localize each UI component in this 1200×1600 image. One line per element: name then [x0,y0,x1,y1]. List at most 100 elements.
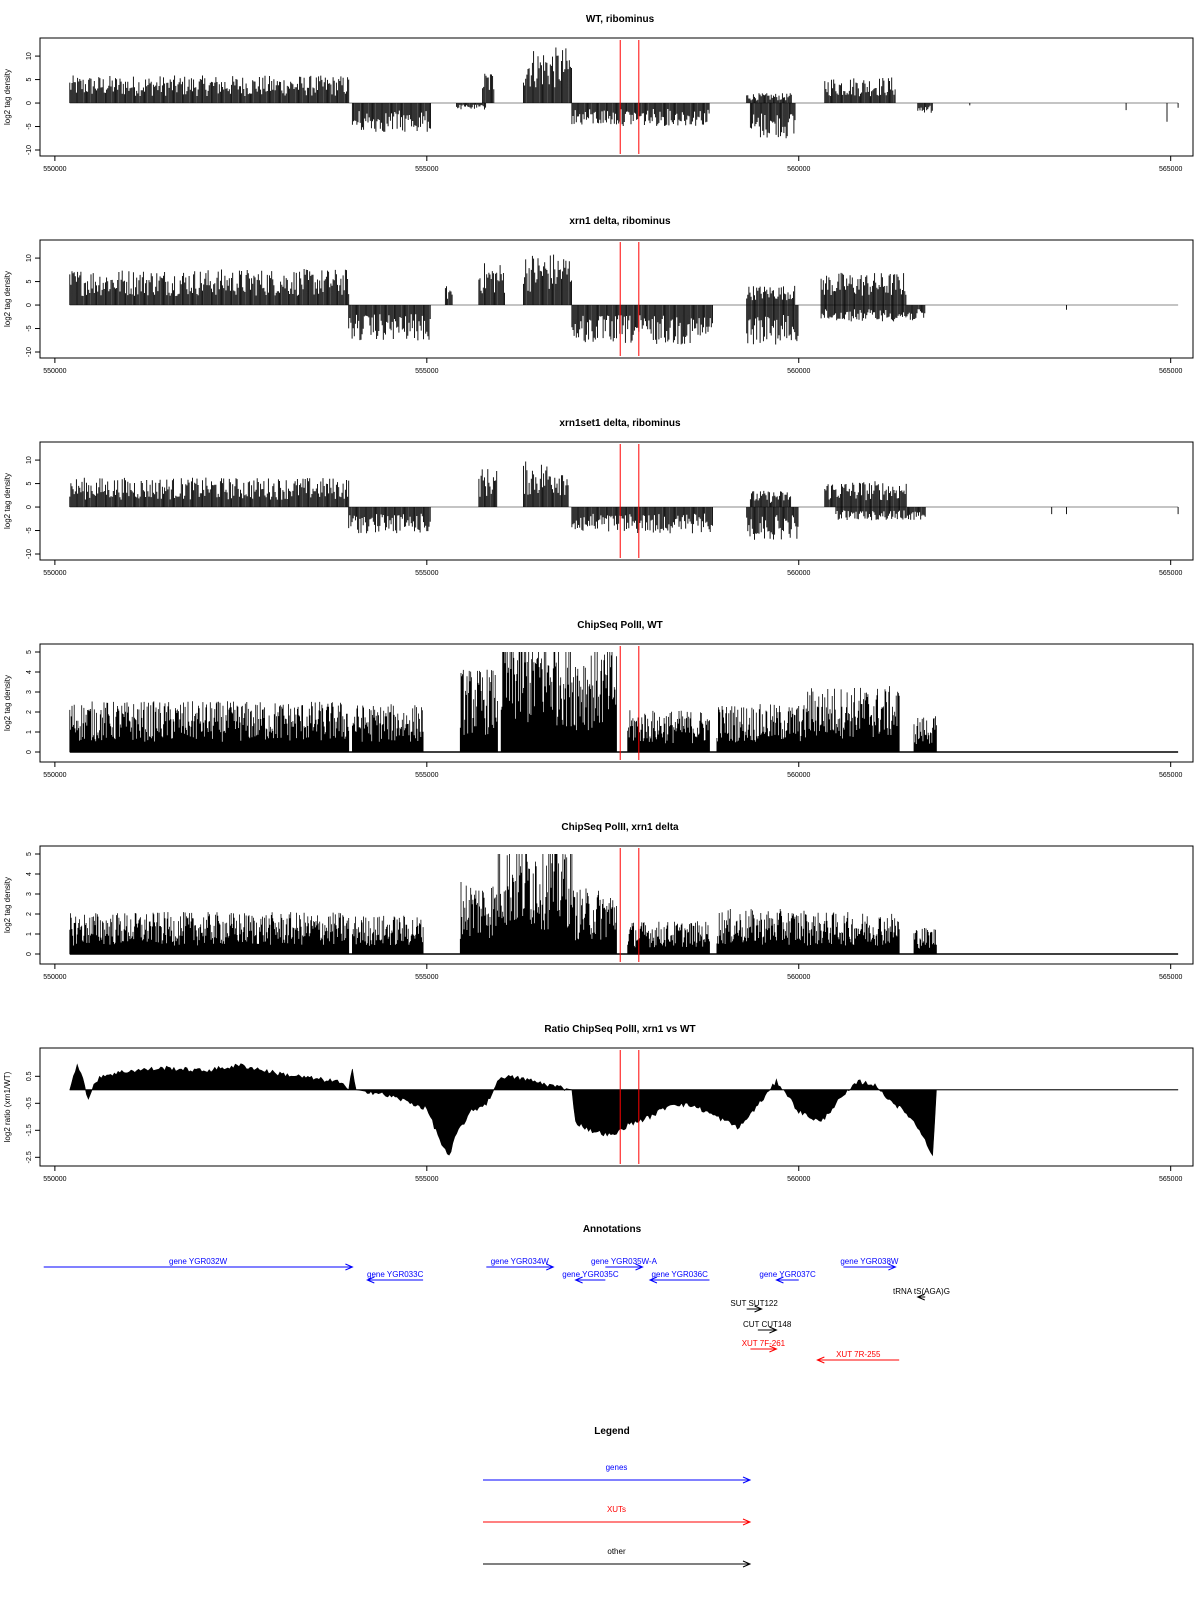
legend-label: other [607,1547,626,1556]
annotation-label: gene YGR034W [491,1257,550,1266]
x-tick-label: 555000 [415,368,438,375]
arrow-head [742,1476,752,1484]
plot-frame [39,441,1194,561]
data-marks [69,1063,1179,1157]
y-tick-label: 4 [26,670,33,674]
x-tick-label: 555000 [415,570,438,577]
y-tick-label: 1 [26,932,33,936]
x-tick-label: 565000 [1159,772,1182,779]
panel-title: ChipSeq PolII, xrn1 delta [561,822,679,833]
annotation-label: XUT 7R-255 [836,1350,881,1359]
x-tick-label: 555000 [415,772,438,779]
ratio-area [69,1063,1179,1157]
legend-label: genes [606,1463,628,1472]
x-tick-label: 560000 [787,772,810,779]
plot-frame [39,643,1194,763]
x-tick-label: 555000 [415,974,438,981]
y-tick-label: -5 [26,527,33,533]
panel-title: Ratio ChipSeq PolII, xrn1 vs WT [544,1024,695,1035]
annotation-feature: tRNA tS(AGA)G [893,1287,950,1301]
annotation-label: SUT SUT122 [730,1299,778,1308]
annotation-feature: XUT 7F-261 [742,1339,786,1353]
arrow-head [769,1345,778,1353]
annotation-feature: gene YGR035W-A [591,1257,658,1271]
y-tick-label: 10 [26,52,33,60]
y-tick-label: -1.5 [26,1124,33,1136]
x-tick-label: 560000 [787,570,810,577]
annotation-label: gene YGR035C [562,1270,619,1279]
arrow-head [769,1326,778,1334]
y-axis-label: log2 ratio (xrn1/WT) [3,1071,12,1142]
annotation-label: gene YGR037C [759,1270,816,1279]
y-tick-label: 5 [26,852,33,856]
plot-frame [39,37,1194,157]
panel-title: ChipSeq PolII, WT [577,620,663,631]
x-tick-label: 550000 [43,1176,66,1183]
panel-title: xrn1set1 delta, ribominus [559,418,681,429]
panel-title: WT, ribominus [586,14,655,25]
arrow-head [888,1263,897,1271]
y-tick-label: -10 [26,549,33,559]
panel-title: xrn1 delta, ribominus [569,216,671,227]
annotation-label: tRNA tS(AGA)G [893,1287,950,1296]
arrow-head [754,1305,763,1313]
arrow-head [775,1276,784,1284]
y-tick-label: -10 [26,145,33,155]
y-tick-label: 0 [26,952,33,956]
y-tick-label: -5 [26,325,33,331]
annotation-label: XUT 7F-261 [742,1339,786,1348]
y-tick-label: -10 [26,347,33,357]
y-tick-label: 4 [26,872,33,876]
x-tick-label: 565000 [1159,368,1182,375]
annotation-feature: gene YGR038W [840,1257,899,1271]
y-tick-label: 0 [26,303,33,307]
x-tick-label: 565000 [1159,570,1182,577]
x-tick-label: 550000 [43,974,66,981]
x-tick-label: 555000 [415,1176,438,1183]
arrow-head [816,1356,825,1364]
annotations-title: Annotations [583,1224,642,1235]
data-marks [69,254,1179,345]
arrow-head [345,1263,354,1271]
y-tick-label: 3 [26,690,33,694]
y-axis-label: log2 tag density [3,473,12,529]
y-tick-label: 5 [26,78,33,82]
y-tick-label: 5 [26,482,33,486]
legend-title: Legend [594,1426,630,1437]
y-tick-label: 1 [26,730,33,734]
x-tick-label: 560000 [787,974,810,981]
annotation-feature: gene YGR034W [486,1257,555,1271]
annotation-label: gene YGR032W [169,1257,228,1266]
y-tick-label: 5 [26,650,33,654]
y-tick-label: -0.5 [26,1097,33,1109]
legend-item: genes [483,1463,752,1484]
y-tick-label: 5 [26,280,33,284]
y-tick-label: 0 [26,750,33,754]
y-tick-label: -2.5 [26,1151,33,1163]
arrow-head [366,1276,375,1284]
x-tick-label: 560000 [787,368,810,375]
y-tick-label: 0 [26,505,33,509]
plot-frame [39,239,1194,359]
arrow-head [742,1518,752,1526]
x-tick-label: 550000 [43,772,66,779]
arrow-head [916,1293,925,1301]
data-marks [69,652,1179,753]
y-tick-label: 0 [26,101,33,105]
annotation-label: gene YGR038W [840,1257,899,1266]
arrow-head [635,1263,644,1271]
plot-frame [39,1047,1194,1167]
x-tick-label: 565000 [1159,1176,1182,1183]
y-axis-label: log2 tag density [3,69,12,125]
annotation-feature: gene YGR036C [648,1270,710,1284]
y-axis-label: log2 tag density [3,271,12,327]
x-tick-label: 565000 [1159,166,1182,173]
data-marks [69,461,1179,540]
x-tick-label: 560000 [787,1176,810,1183]
arrow-head [546,1263,555,1271]
x-tick-label: 560000 [787,166,810,173]
data-marks [69,47,1179,139]
y-tick-label: 2 [26,710,33,714]
annotation-feature: gene YGR033C [366,1270,424,1284]
